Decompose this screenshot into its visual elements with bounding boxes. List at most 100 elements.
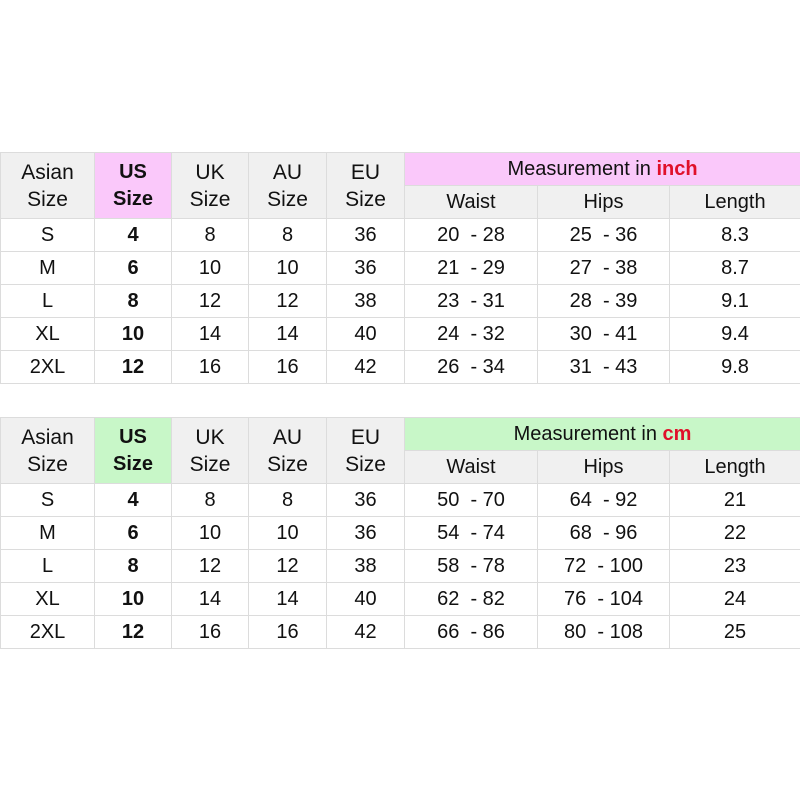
table-cell: 24 - 32: [404, 317, 538, 351]
table-cell: 12: [171, 284, 249, 318]
table-cell: XL: [0, 582, 95, 616]
header-line: Size: [267, 452, 308, 476]
table-cell: L: [0, 284, 95, 318]
table-cell: 40: [326, 317, 405, 351]
header-us-size: US Size: [94, 152, 172, 219]
header-line: US: [119, 160, 147, 183]
measurement-unit: inch: [656, 157, 698, 180]
header-line: Asian: [21, 425, 74, 449]
table-row: S 4 8 8 36 50 - 70 64 - 92 21: [0, 483, 800, 517]
table-cell: 8: [248, 483, 327, 517]
table-row: M 6 10 10 36 21 - 29 27 - 38 8.7: [0, 251, 800, 285]
header-waist: Waist: [404, 450, 538, 484]
table-cell: 25 - 36: [537, 218, 670, 252]
table-cell: 6: [94, 516, 172, 550]
header-line: EU: [350, 425, 381, 449]
measurement-label: Measurement in: [507, 157, 657, 180]
table-cell: 8.3: [668, 218, 800, 252]
header-asian-size: Asian Size: [0, 152, 95, 219]
table-cell: 16: [248, 615, 327, 649]
table-cell: 36: [326, 516, 405, 550]
table-cell: 64 - 92: [537, 483, 670, 517]
header-line: EU: [350, 160, 381, 184]
table-cell: 9.4: [668, 317, 800, 351]
table-cell: 16: [248, 350, 327, 384]
table-cell: 14: [171, 582, 249, 616]
header-line: UK: [195, 160, 225, 184]
table-cell: 14: [171, 317, 249, 351]
table-cell: 72 - 100: [537, 549, 670, 583]
table-cell: 12: [248, 549, 327, 583]
table-cell: 8: [248, 218, 327, 252]
table-cell: L: [0, 549, 95, 583]
table-cell: 26 - 34: [404, 350, 538, 384]
table-cell: 68 - 96: [537, 516, 670, 550]
table-cell: 4: [94, 483, 172, 517]
table-cell: 10: [94, 582, 172, 616]
measurement-unit: cm: [662, 422, 692, 445]
table-row: XL 10 14 14 40 62 - 82 76 - 104 24: [0, 582, 800, 616]
table-cell: 28 - 39: [537, 284, 670, 318]
table-cell: 12: [94, 615, 172, 649]
header-line: Size: [267, 187, 308, 211]
table-cell: 54 - 74: [404, 516, 538, 550]
table-cell: 9.8: [668, 350, 800, 384]
table-row: L 8 12 12 38 58 - 78 72 - 100 23: [0, 549, 800, 583]
table-row: 2XL 12 16 16 42 26 - 34 31 - 43 9.8: [0, 350, 800, 384]
table-cell: 22: [669, 516, 800, 550]
table-cell: 14: [248, 582, 327, 616]
table-cell: 58 - 78: [404, 549, 538, 583]
table-cell: 76 - 104: [537, 582, 670, 616]
header-measurement: Measurement in cm: [404, 417, 800, 451]
header-line: UK: [195, 425, 225, 449]
table-cell: 2XL: [0, 350, 95, 384]
table-cell: 12: [171, 549, 249, 583]
header-hips: Hips: [537, 185, 670, 219]
table-cell: 10: [248, 516, 327, 550]
table-row: 2XL 12 16 16 42 66 - 86 80 - 108 25: [0, 615, 800, 649]
table-cell: 10: [171, 251, 249, 285]
header-line: Size: [112, 452, 154, 475]
table-cell: 8.7: [668, 251, 800, 285]
table-cell: 8: [171, 483, 249, 517]
header-waist: Waist: [404, 185, 538, 219]
table-cell: 21 - 29: [404, 251, 538, 285]
header-line: Size: [189, 452, 231, 476]
measurement-label: Measurement in: [513, 422, 663, 445]
header-length: Length: [668, 185, 800, 219]
table-cell: 12: [248, 284, 327, 318]
header-uk-size: UK Size: [171, 152, 249, 219]
table-row: M 6 10 10 36 54 - 74 68 - 96 22: [0, 516, 800, 550]
table-row: L 8 12 12 38 23 - 31 28 - 39 9.1: [0, 284, 800, 318]
header-line: US: [119, 425, 147, 448]
header-line: Size: [189, 187, 231, 211]
table-cell: 66 - 86: [404, 615, 538, 649]
header-au-size: AU Size: [248, 152, 327, 219]
table-cell: 36: [326, 218, 405, 252]
table-cell: 10: [248, 251, 327, 285]
table-cell: M: [0, 251, 95, 285]
table-cell: 10: [94, 317, 172, 351]
table-cell: 10: [171, 516, 249, 550]
table-cell: 24: [669, 582, 800, 616]
size-table-inch: Asian Size US Size UK Size AU Size EU Size Measure…: [0, 152, 800, 384]
header-measurement: Measurement in inch: [403, 152, 800, 186]
table-cell: 30 - 41: [537, 317, 670, 351]
table-cell: 16: [171, 350, 249, 384]
header-line: Size: [345, 452, 386, 476]
table-cell: 38: [326, 284, 405, 318]
header-line: Size: [112, 187, 154, 210]
header-line: Size: [345, 187, 386, 211]
table-cell: 21: [669, 483, 800, 517]
header-line: Asian: [21, 160, 74, 184]
table-cell: 14: [248, 317, 327, 351]
table-cell: 23 - 31: [404, 284, 538, 318]
table-cell: 50 - 70: [404, 483, 538, 517]
header-line: AU: [272, 160, 303, 184]
table-cell: M: [0, 516, 95, 550]
table-cell: 27 - 38: [537, 251, 670, 285]
header-hips: Hips: [537, 450, 670, 484]
header-length: Length: [669, 450, 800, 484]
table-cell: 16: [171, 615, 249, 649]
table-cell: 8: [94, 284, 172, 318]
